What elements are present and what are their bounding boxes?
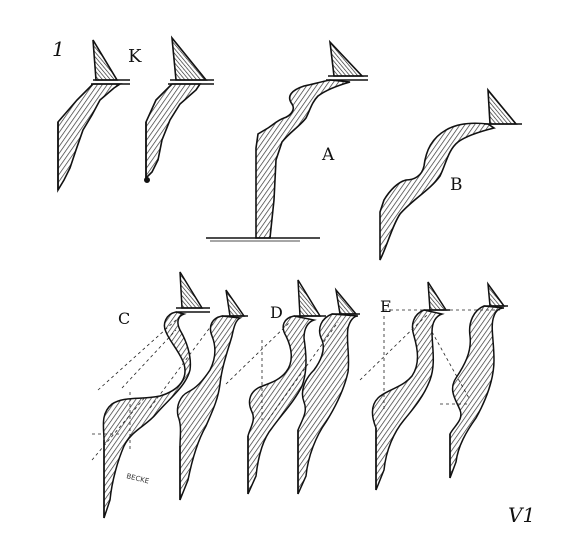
moulding-profile-c-left [91, 271, 210, 519]
moulding-profile-d-right [267, 287, 360, 495]
label-figure-1: 1 [52, 37, 65, 61]
moulding-profile-d-left [225, 279, 326, 495]
monogram: V1 [508, 503, 535, 527]
engraver-signature: BECKE [126, 472, 150, 485]
moulding-profile-c-right [149, 289, 248, 501]
moulding-profile-1 [57, 39, 130, 193]
label-figure-b: B [450, 175, 463, 195]
moulding-profile-k [144, 35, 214, 184]
moulding-profile-a [206, 39, 368, 242]
moulding-profile-e-right [431, 281, 508, 479]
label-figure-d: D [270, 303, 283, 322]
label-figure-e: E [380, 297, 392, 316]
label-figure-c: C [118, 309, 130, 328]
moulding-profile-b [379, 87, 522, 261]
label-figure-a: A [321, 145, 335, 165]
label-figure-k: K [128, 46, 142, 67]
